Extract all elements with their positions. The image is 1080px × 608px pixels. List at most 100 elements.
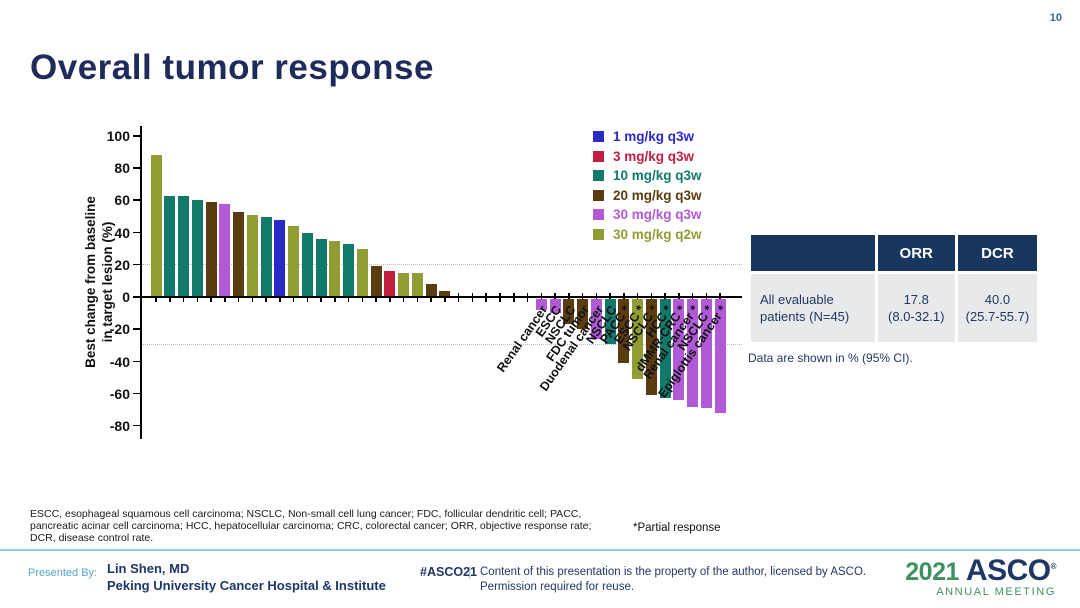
y-axis-tick xyxy=(133,263,140,266)
y-axis-tick-label: 20 xyxy=(114,256,130,273)
waterfall-bar xyxy=(384,271,396,298)
waterfall-bar xyxy=(439,290,451,298)
table-row: All evaluable patients (N=45) 17.8 (8.0-… xyxy=(751,274,1037,342)
legend-label: 3 mg/kg q3w xyxy=(613,148,695,164)
y-axis-tick xyxy=(133,167,140,169)
y-axis-tick-label: -40 xyxy=(109,353,130,370)
legend-swatch xyxy=(593,170,604,182)
waterfall-bar xyxy=(219,203,231,298)
y-axis-tick-label: 0 xyxy=(122,289,130,306)
waterfall-bar xyxy=(659,298,671,399)
table-cell-population: All evaluable patients (N=45) xyxy=(751,274,875,342)
waterfall-bar xyxy=(632,298,644,380)
waterfall-bar xyxy=(274,219,286,298)
presenter-name-affiliation: Lin Shen, MD Peking University Cancer Ho… xyxy=(107,561,386,593)
legend-item: 30 mg/kg q3w xyxy=(593,205,702,225)
legend-item: 10 mg/kg q3w xyxy=(593,166,702,186)
footer-divider xyxy=(0,549,1080,551)
waterfall-bar xyxy=(411,272,423,298)
waterfall-bar xyxy=(150,155,162,298)
waterfall-bar xyxy=(563,298,575,325)
asco-logo: 2021 ASCO® ANNUAL MEETING xyxy=(905,554,1056,598)
results-table: ORR DCR All evaluable patients (N=45) 17… xyxy=(748,232,1040,345)
waterfall-bar xyxy=(164,195,176,298)
y-axis-tick xyxy=(133,328,140,330)
copyright-text: Content of this presentation is the prop… xyxy=(480,566,867,593)
hashtag: #ASCO21 xyxy=(420,565,477,579)
waterfall-bar xyxy=(549,298,561,314)
waterfall-bar xyxy=(191,200,203,298)
y-axis-tick-label: -60 xyxy=(109,385,130,402)
bar-category-label: Renal cancer xyxy=(494,303,551,375)
waterfall-bar xyxy=(205,202,217,298)
waterfall-bar xyxy=(301,232,313,298)
legend-label: 10 mg/kg q3w xyxy=(613,168,702,184)
legend-label: 30 mg/kg q2w xyxy=(613,226,702,242)
results-table-wrap: ORR DCR All evaluable patients (N=45) 17… xyxy=(748,232,1040,365)
presented-by-label: Presented By: xyxy=(28,567,98,579)
y-axis-tick-label: 80 xyxy=(114,160,130,177)
y-axis-tick xyxy=(133,392,140,395)
legend-item: 3 mg/kg q3w xyxy=(593,147,702,167)
y-axis-line xyxy=(140,126,142,439)
footer-pipe: | xyxy=(468,564,472,579)
y-axis-tick xyxy=(133,231,140,234)
waterfall-bar xyxy=(618,298,630,364)
abbreviations-footnote: ESCC, esophageal squamous cell carcinoma… xyxy=(30,508,592,544)
legend-label: 20 mg/kg q3w xyxy=(613,187,702,203)
y-axis-tick xyxy=(133,360,140,363)
waterfall-bar xyxy=(673,298,685,401)
waterfall-bar xyxy=(343,243,355,298)
y-axis-tick xyxy=(133,424,140,427)
y-axis-tick-label: 100 xyxy=(106,128,130,144)
waterfall-bar xyxy=(370,266,382,298)
y-axis-tick xyxy=(133,296,140,298)
waterfall-bar xyxy=(700,298,712,409)
page-number: 10 xyxy=(1049,12,1062,24)
legend-item: 1 mg/kg q3w xyxy=(593,127,702,147)
waterfall-bar xyxy=(398,272,410,298)
reference-line xyxy=(142,263,742,265)
waterfall-bar xyxy=(577,298,589,330)
y-axis-title: Best change from baseline in target lesi… xyxy=(83,196,115,368)
table-header-orr: ORR xyxy=(877,235,955,271)
table-caption: Data are shown in % (95% CI). xyxy=(748,351,913,365)
legend-swatch xyxy=(593,209,604,221)
waterfall-bar xyxy=(590,298,602,339)
legend-swatch xyxy=(593,150,604,162)
legend-item: 30 mg/kg q2w xyxy=(593,225,702,245)
y-axis-tick-label: -80 xyxy=(109,417,130,434)
legend-swatch xyxy=(593,189,604,201)
logo-subtitle: ANNUAL MEETING xyxy=(936,586,1056,598)
partial-response-note: *Partial response xyxy=(633,522,721,534)
waterfall-bar xyxy=(604,298,616,344)
y-axis-tick xyxy=(133,199,140,201)
legend-item: 20 mg/kg q3w xyxy=(593,186,702,206)
table-header-empty xyxy=(751,235,875,271)
waterfall-bar xyxy=(260,216,272,298)
table-cell-dcr: 40.0 (25.7-55.7) xyxy=(957,274,1037,342)
waterfall-bar xyxy=(233,211,245,298)
waterfall-bar xyxy=(645,298,657,396)
y-axis-tick-label: 40 xyxy=(114,224,130,241)
waterfall-bar xyxy=(425,284,437,298)
table-cell-orr: 17.8 (8.0-32.1) xyxy=(877,274,955,342)
legend-label: 30 mg/kg q3w xyxy=(613,207,702,223)
waterfall-bar xyxy=(714,298,726,413)
waterfall-bar xyxy=(246,214,258,298)
chart-legend: 1 mg/kg q3w 3 mg/kg q3w 10 mg/kg q3w 20 mg/… xyxy=(593,127,702,244)
y-axis-tick xyxy=(133,135,140,137)
logo-org: ASCO® xyxy=(965,554,1057,587)
waterfall-bar xyxy=(687,298,699,407)
waterfall-bar xyxy=(356,248,368,298)
y-axis-tick-label: 60 xyxy=(114,192,130,209)
y-axis-tick-label: -20 xyxy=(109,321,130,338)
zero-line xyxy=(142,296,742,298)
waterfall-bar xyxy=(315,239,327,298)
waterfall-bar xyxy=(178,195,190,298)
slide-title: Overall tumor response xyxy=(30,48,434,87)
legend-swatch xyxy=(593,131,604,143)
legend-label: 1 mg/kg q3w xyxy=(613,129,695,145)
